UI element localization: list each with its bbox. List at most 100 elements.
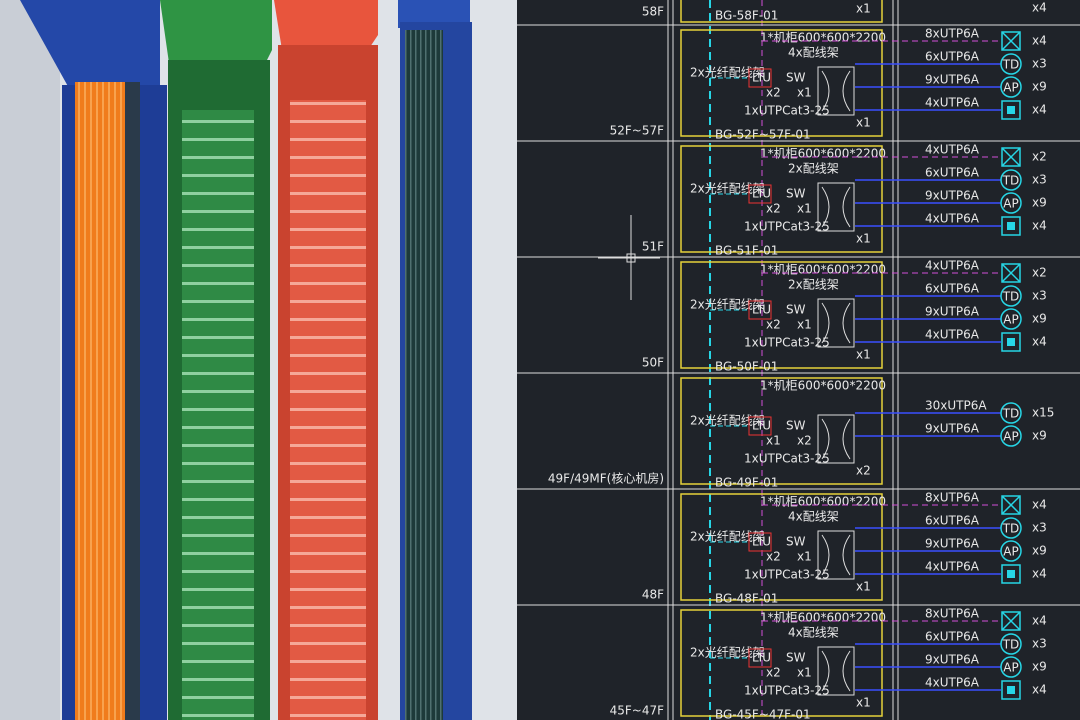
sw-label: SW — [786, 651, 806, 665]
outlet-icon-label: AP — [1003, 197, 1018, 211]
sw-count: x1 — [797, 86, 812, 100]
outlet-icon — [1000, 192, 1022, 214]
cabinet-id: BG-52F~57F-01 — [715, 128, 811, 142]
outlet-cable: 6xUTP6A — [925, 514, 980, 528]
outlet-count: x15 — [1032, 406, 1054, 420]
outlet-icon — [1000, 53, 1022, 75]
outlet-icon-label: TD — [1002, 638, 1020, 652]
cable-count: x1 — [856, 116, 871, 130]
sw-label: SW — [786, 419, 806, 433]
patch-panel — [817, 414, 855, 464]
outlet-icon — [1001, 263, 1021, 283]
patch-panel — [821, 418, 851, 460]
patch-panel — [821, 534, 851, 576]
outlet-count: x4 — [1032, 614, 1047, 628]
rack-label: 1*机柜600*600*2200 — [760, 611, 886, 625]
liu-label: LIU — [752, 71, 771, 85]
sw-label: SW — [786, 71, 806, 85]
count: x4 — [1032, 1, 1047, 15]
fiber-label: 2x光纤配线架 — [690, 530, 765, 544]
cabinet-id: BG-51F-01 — [715, 244, 778, 258]
cable-label: 1xUTPCat3-25 — [744, 568, 830, 582]
outlet-icon-label: AP — [1003, 81, 1018, 95]
outlet-icon — [1007, 570, 1015, 578]
liu-label: LIU — [752, 535, 771, 549]
patch-label: 4x配线架 — [788, 626, 839, 640]
cabinet-box — [680, 145, 883, 253]
fiber-label: 2x光纤配线架 — [690, 182, 765, 196]
outlet-icon-label: AP — [1003, 661, 1018, 675]
outlet-cable: 8xUTP6A — [925, 607, 980, 621]
liu-label: LIU — [752, 303, 771, 317]
cable-label: 1xUTPCat3-25 — [744, 220, 830, 234]
cable-count: x1 — [856, 696, 871, 710]
outlet-icon — [1007, 222, 1015, 230]
outlet-cable: 9xUTP6A — [925, 422, 980, 436]
outlet-count: x9 — [1032, 312, 1047, 326]
rack-label: 1*机柜600*600*2200 — [760, 379, 886, 393]
liu-label: LIU — [752, 651, 771, 665]
cabinet-box — [680, 0, 883, 23]
patch-label: 2x配线架 — [788, 278, 839, 292]
outlet-cable: 4xUTP6A — [925, 560, 980, 574]
cable-count: x1 — [856, 348, 871, 362]
sw-count: x1 — [797, 318, 812, 332]
outlet-count: x9 — [1032, 429, 1047, 443]
outlet-cable: 30xUTP6A — [925, 399, 987, 413]
outlet-count: x4 — [1032, 34, 1047, 48]
outlet-cable: 6xUTP6A — [925, 50, 980, 64]
patch-panel — [817, 182, 855, 232]
sw-label: SW — [786, 187, 806, 201]
patch-label: 4x配线架 — [788, 510, 839, 524]
sw-label: SW — [786, 535, 806, 549]
liu-count: x2 — [766, 86, 781, 100]
patch-label: 2x配线架 — [788, 162, 839, 176]
patch-panel — [821, 650, 851, 692]
sw-label: SW — [786, 303, 806, 317]
outlet-cable: 6xUTP6A — [925, 282, 980, 296]
outlet-cable: 6xUTP6A — [925, 166, 980, 180]
sw-count: x2 — [797, 434, 812, 448]
outlet-count: x4 — [1032, 335, 1047, 349]
outlet-count: x4 — [1032, 219, 1047, 233]
fiber-label: 2x光纤配线架 — [690, 66, 765, 80]
floor-label: 48F — [642, 588, 664, 602]
outlet-cable: 4xUTP6A — [925, 259, 980, 273]
cabinet-id: BG-48F-01 — [715, 592, 778, 606]
outlet-icon — [1000, 540, 1022, 562]
outlet-count: x3 — [1032, 57, 1047, 71]
outlet-count: x4 — [1032, 567, 1047, 581]
cable-label: 1xUTPCat3-25 — [744, 336, 830, 350]
floor-label: 52F~57F — [610, 124, 664, 138]
outlet-icon — [1000, 76, 1022, 98]
cabinet-id: BG-49F-01 — [715, 476, 778, 490]
count: x1 — [856, 2, 871, 16]
outlet-count: x3 — [1032, 637, 1047, 651]
outlet-icon-label: TD — [1002, 407, 1020, 421]
photo — [0, 0, 517, 720]
outlet-icon-label: TD — [1002, 174, 1020, 188]
outlet-cable: 8xUTP6A — [925, 27, 980, 41]
outlet-icon — [1000, 656, 1022, 678]
liu-count: x2 — [766, 666, 781, 680]
rack-label: 1*机柜600*600*2200 — [760, 495, 886, 509]
outlet-cable: 4xUTP6A — [925, 212, 980, 226]
liu-box — [748, 416, 772, 436]
cabinet-id: BG-50F-01 — [715, 360, 778, 374]
outlet-cable: 6xUTP6A — [925, 630, 980, 644]
liu-label: LIU — [752, 187, 771, 201]
outlet-icon-label: TD — [1002, 290, 1020, 304]
outlet-icon-label: TD — [1002, 522, 1020, 536]
liu-box — [748, 184, 772, 204]
outlet-cable: 4xUTP6A — [925, 676, 980, 690]
fiber-label: 2x光纤配线架 — [690, 646, 765, 660]
outlet-icon — [1000, 517, 1022, 539]
liu-box — [748, 648, 772, 668]
fiber-label: 2x光纤配线架 — [690, 414, 765, 428]
rack-label: 1*机柜600*600*2200 — [760, 31, 886, 45]
cabinet-box — [680, 261, 883, 369]
cable-label: 1xUTPCat3-25 — [744, 104, 830, 118]
sw-count: x1 — [797, 202, 812, 216]
outlet-count: x4 — [1032, 498, 1047, 512]
